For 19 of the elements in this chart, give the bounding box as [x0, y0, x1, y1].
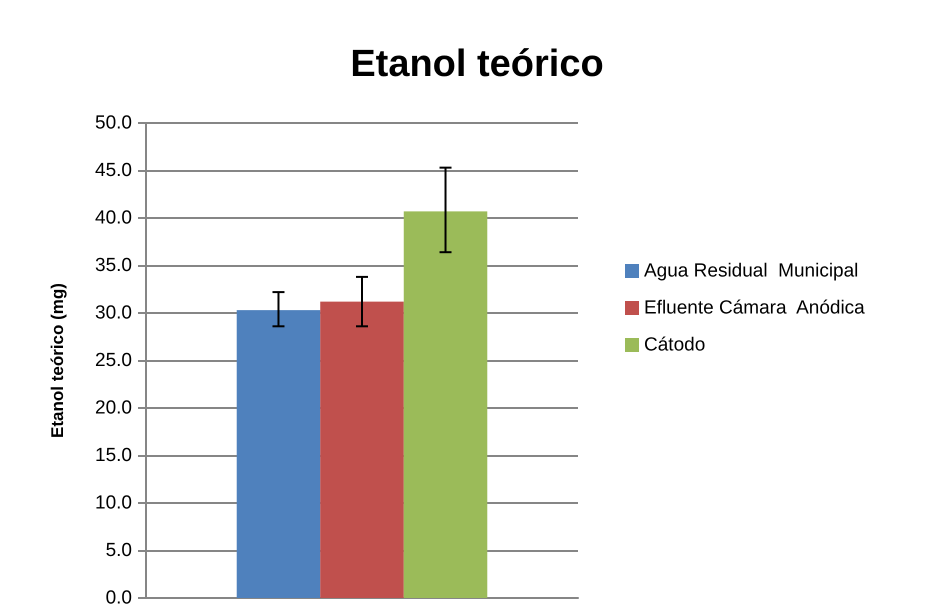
- y-tick-label: 20.0: [95, 398, 132, 418]
- y-tick-label: 30.0: [95, 302, 132, 324]
- legend-label: Agua Residual Municipal: [644, 260, 858, 282]
- y-tick-label: 5.0: [106, 540, 132, 561]
- y-axis-title: Etanol teórico (mg): [48, 283, 67, 438]
- y-tick-label: 25.0: [95, 350, 132, 371]
- y-tick-label: 35.0: [95, 255, 132, 276]
- y-tick-label: 45.0: [95, 160, 132, 181]
- y-tick-label: 15.0: [95, 445, 132, 466]
- legend-label: Efluente Cámara Anódica: [644, 298, 866, 318]
- bar: [404, 211, 488, 598]
- y-tick-label: 40.0: [95, 208, 132, 228]
- bar: [320, 302, 404, 598]
- chart-title: Etanol teórico: [350, 43, 604, 85]
- legend-label: Cátodo: [644, 334, 706, 356]
- bar: [236, 310, 320, 598]
- y-tick-label: 10.0: [95, 492, 132, 514]
- y-tick-label: 0.0: [106, 588, 132, 608]
- y-tick-label: 50.0: [95, 112, 132, 134]
